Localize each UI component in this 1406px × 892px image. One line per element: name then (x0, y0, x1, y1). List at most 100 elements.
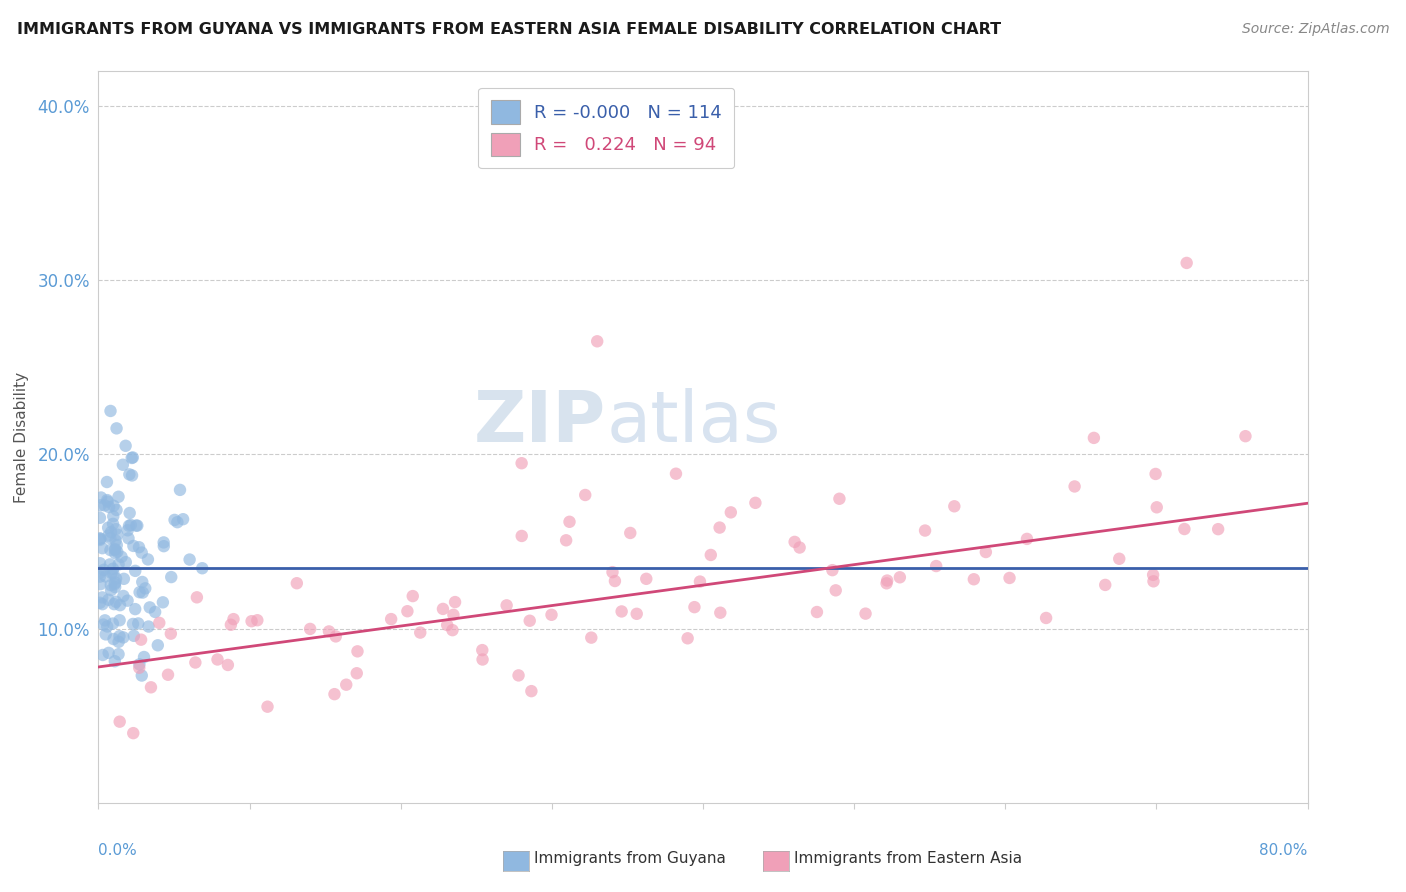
Point (120, 518, 142, 533)
Point (94, 613, 117, 627)
Point (876, 574, 898, 588)
Text: 0.0%: 0.0% (98, 843, 138, 858)
Point (114, 439, 136, 453)
Y-axis label: Female Disability: Female Disability (14, 371, 30, 503)
Point (97, 592, 120, 607)
Point (104, 595, 127, 609)
Point (104, 533, 127, 548)
Point (665, 467, 688, 481)
Point (519, 614, 541, 628)
Point (117, 531, 139, 545)
Point (101, 616, 124, 631)
Point (128, 540, 150, 554)
Point (112, 589, 135, 603)
Point (104, 546, 127, 560)
Point (1206, 522, 1229, 536)
Point (146, 638, 169, 652)
Point (89, 498, 111, 512)
Point (129, 632, 152, 647)
Point (122, 726, 145, 740)
Point (441, 607, 464, 622)
Point (409, 625, 432, 640)
Point (139, 681, 162, 695)
Point (285, 576, 308, 591)
Point (98, 558, 121, 572)
Point (186, 591, 208, 605)
Point (207, 652, 229, 666)
Point (100, 543, 122, 558)
Point (105, 503, 128, 517)
Point (471, 652, 494, 666)
Point (619, 525, 641, 540)
Text: atlas: atlas (606, 388, 780, 457)
Point (91, 648, 114, 662)
Point (112, 572, 135, 586)
Point (789, 541, 811, 555)
Point (103, 499, 125, 513)
Point (124, 564, 146, 578)
Point (121, 450, 143, 465)
Point (105, 421, 128, 435)
Point (636, 572, 658, 586)
Point (510, 529, 533, 543)
Point (828, 491, 851, 506)
Point (103, 509, 125, 524)
Point (586, 334, 609, 349)
Point (160, 570, 183, 584)
Point (1035, 611, 1057, 625)
Point (160, 626, 183, 640)
Point (122, 539, 145, 553)
Point (152, 595, 174, 609)
Point (108, 598, 131, 612)
Point (89, 556, 111, 570)
Point (821, 563, 844, 577)
Point (219, 617, 242, 632)
Point (89, 569, 111, 583)
Point (974, 545, 997, 559)
Point (240, 614, 263, 628)
Point (105, 572, 128, 586)
Point (104, 654, 127, 668)
Point (1083, 431, 1105, 445)
Point (90, 491, 112, 505)
Point (100, 566, 122, 581)
Point (256, 699, 278, 714)
Point (855, 607, 877, 621)
Point (720, 505, 742, 519)
Point (471, 643, 494, 657)
Point (152, 535, 174, 549)
Point (166, 515, 188, 529)
Point (318, 624, 340, 639)
Point (111, 458, 134, 472)
Text: Source: ZipAtlas.com: Source: ZipAtlas.com (1241, 22, 1389, 37)
Point (110, 549, 132, 564)
Point (689, 574, 711, 589)
Point (299, 622, 322, 636)
Text: Immigrants from Guyana: Immigrants from Guyana (534, 851, 725, 865)
Point (104, 580, 127, 594)
Point (136, 552, 159, 566)
Point (444, 595, 467, 609)
Point (97, 521, 120, 535)
Point (325, 629, 347, 643)
Point (432, 602, 454, 616)
Point (117, 593, 139, 607)
Point (148, 615, 170, 630)
Point (914, 524, 936, 538)
Point (104, 577, 127, 591)
Point (96, 475, 118, 489)
Point (89, 596, 111, 610)
Point (163, 513, 186, 527)
Point (346, 644, 368, 658)
Point (943, 500, 966, 514)
Point (1015, 532, 1038, 546)
Point (98, 500, 121, 514)
Point (94, 627, 117, 641)
Point (396, 604, 419, 618)
Point (91, 597, 114, 611)
Point (108, 629, 131, 643)
Point (112, 631, 135, 645)
Point (1142, 574, 1164, 589)
Legend: R = -0.000   N = 114, R =   0.224   N = 94: R = -0.000 N = 114, R = 0.224 N = 94 (478, 87, 734, 169)
Point (128, 585, 150, 599)
